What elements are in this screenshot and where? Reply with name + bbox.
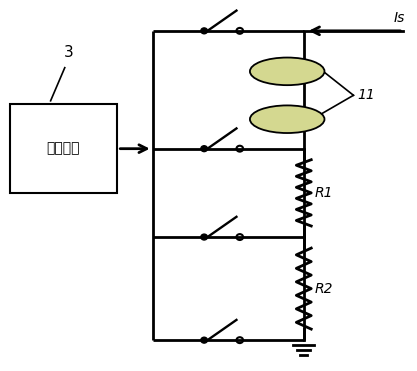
Circle shape <box>201 28 208 34</box>
Circle shape <box>201 234 208 240</box>
Bar <box>10 105 117 193</box>
Text: 3: 3 <box>64 45 74 60</box>
Ellipse shape <box>250 105 324 133</box>
Text: 测量电路: 测量电路 <box>47 142 80 156</box>
Circle shape <box>201 146 208 152</box>
Circle shape <box>201 337 208 343</box>
Ellipse shape <box>250 58 324 85</box>
Text: R2: R2 <box>314 282 333 296</box>
Text: 11: 11 <box>358 88 375 102</box>
Text: Is: Is <box>394 12 405 25</box>
Text: R1: R1 <box>314 186 333 200</box>
